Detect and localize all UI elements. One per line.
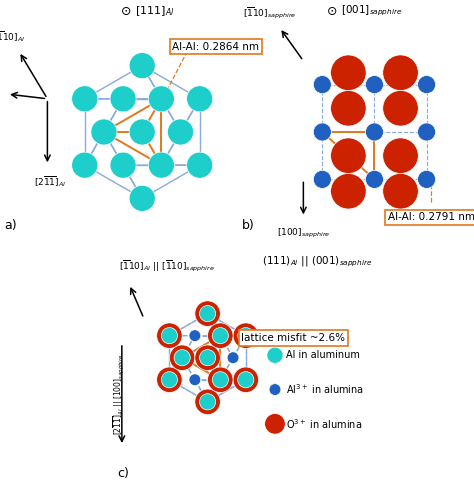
Text: c): c)	[117, 467, 129, 480]
Text: $[\overline{1}10]_{Al}\ ||\ [\overline{1}10]_{sapphire}$: $[\overline{1}10]_{Al}\ ||\ [\overline{1…	[119, 259, 215, 274]
Circle shape	[331, 173, 366, 209]
Text: Al-Al: 0.2864 nm: Al-Al: 0.2864 nm	[172, 42, 259, 51]
Text: $\odot$: $\odot$	[326, 4, 337, 18]
Circle shape	[200, 394, 216, 410]
Text: Al$^{3+}$ in alumina: Al$^{3+}$ in alumina	[286, 383, 364, 396]
Circle shape	[189, 330, 201, 342]
Text: $[100]_{sapphire}$: $[100]_{sapphire}$	[277, 227, 330, 240]
Circle shape	[233, 323, 258, 348]
Circle shape	[267, 347, 283, 364]
Circle shape	[212, 328, 228, 344]
Circle shape	[167, 119, 193, 145]
Circle shape	[313, 123, 331, 141]
Circle shape	[227, 352, 239, 364]
Circle shape	[418, 123, 436, 141]
Circle shape	[331, 55, 366, 91]
Circle shape	[331, 138, 366, 173]
Text: $(111)_{Al}\ ||\ (001)_{sapphire}$: $(111)_{Al}\ ||\ (001)_{sapphire}$	[262, 255, 372, 270]
Text: $\odot$: $\odot$	[120, 4, 131, 18]
Circle shape	[148, 86, 174, 112]
Circle shape	[418, 171, 436, 188]
Text: $[\overline{1}10]_{sapphire}$: $[\overline{1}10]_{sapphire}$	[244, 5, 297, 21]
Circle shape	[313, 75, 331, 94]
Circle shape	[157, 367, 182, 392]
Circle shape	[383, 173, 418, 209]
Circle shape	[264, 414, 285, 434]
Circle shape	[200, 350, 216, 366]
Circle shape	[208, 367, 233, 392]
Circle shape	[187, 152, 213, 178]
Circle shape	[331, 91, 366, 126]
Circle shape	[161, 327, 177, 344]
Circle shape	[110, 86, 136, 112]
Circle shape	[129, 185, 155, 211]
Text: $[2\overline{1}\overline{1}]_{Al}\ ||\ [100]_{sapphire}$: $[2\overline{1}\overline{1}]_{Al}\ ||\ […	[111, 354, 126, 435]
Circle shape	[237, 371, 254, 388]
Circle shape	[148, 152, 174, 178]
Circle shape	[200, 306, 216, 322]
Circle shape	[212, 371, 228, 388]
Text: Al in aluminum: Al in aluminum	[286, 350, 360, 360]
Circle shape	[195, 301, 220, 326]
Circle shape	[365, 171, 383, 188]
Circle shape	[189, 374, 201, 386]
Circle shape	[365, 123, 383, 141]
Circle shape	[169, 345, 195, 370]
Circle shape	[157, 323, 182, 348]
Circle shape	[383, 91, 418, 126]
Text: O$^{3+}$ in alumina: O$^{3+}$ in alumina	[286, 417, 362, 431]
Text: $[111]_{Al}$: $[111]_{Al}$	[135, 4, 174, 18]
Circle shape	[313, 171, 331, 188]
Circle shape	[195, 345, 220, 370]
Circle shape	[233, 367, 258, 392]
Circle shape	[269, 384, 281, 395]
Text: b): b)	[242, 219, 255, 231]
Circle shape	[418, 75, 436, 94]
Circle shape	[129, 52, 155, 79]
Circle shape	[110, 152, 136, 178]
Circle shape	[72, 152, 98, 178]
Circle shape	[91, 119, 117, 145]
Circle shape	[161, 371, 177, 388]
Circle shape	[187, 86, 213, 112]
Circle shape	[129, 119, 155, 145]
Circle shape	[174, 350, 190, 366]
Circle shape	[72, 86, 98, 112]
Text: $[001]_{sapphire}$: $[001]_{sapphire}$	[341, 4, 402, 18]
Text: lattice misfit ~2.6%: lattice misfit ~2.6%	[241, 333, 346, 343]
Text: Al-Al: 0.2791 nm: Al-Al: 0.2791 nm	[388, 212, 474, 222]
Circle shape	[208, 323, 233, 348]
Text: $[2\overline{1}\overline{1}]_{Al}$: $[2\overline{1}\overline{1}]_{Al}$	[34, 174, 66, 189]
Circle shape	[365, 75, 383, 94]
Circle shape	[383, 55, 418, 91]
Circle shape	[383, 138, 418, 173]
Text: $[\overline{1}10]_{Al}$: $[\overline{1}10]_{Al}$	[0, 29, 26, 44]
Circle shape	[237, 327, 254, 344]
Text: a): a)	[5, 219, 18, 231]
Circle shape	[195, 389, 220, 415]
